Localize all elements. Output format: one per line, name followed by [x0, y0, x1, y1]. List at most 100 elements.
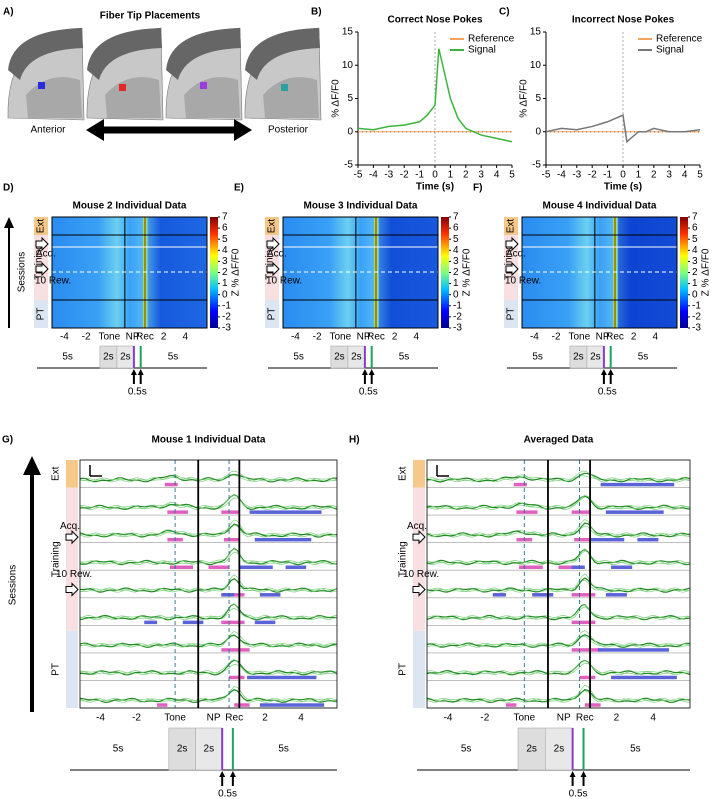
- delay-arrow-head: [569, 771, 576, 777]
- segment-label: 2s: [177, 744, 188, 755]
- colorbar-tick-label: 1: [453, 278, 459, 289]
- colorbar-tick-label: 7: [692, 212, 698, 223]
- x-tick-label: -4: [557, 170, 566, 181]
- colorbar: [441, 217, 449, 328]
- decrease-bar: [254, 620, 276, 625]
- trace: [79, 494, 338, 511]
- colorbar-label: Z % ΔF/F0: [231, 248, 242, 296]
- decrease-bar: [605, 510, 664, 514]
- increase-bar: [571, 648, 601, 652]
- y-tick-label: 5: [347, 93, 353, 104]
- fiber-tip: [119, 84, 126, 91]
- x-tick-label: Tone: [164, 713, 186, 724]
- x-tick-label: Tone: [330, 332, 352, 343]
- row-label: PT: [267, 308, 278, 321]
- legend-label: Signal: [468, 45, 496, 56]
- delay-arrow-head: [130, 369, 137, 375]
- colorbar-tick-label: 3: [692, 256, 698, 267]
- panel-label: B): [311, 7, 322, 18]
- colorbar-label: Z % ΔF/F0: [701, 248, 712, 296]
- x-axis-label: Time (s): [604, 182, 642, 193]
- trace: [426, 495, 691, 510]
- trace: [426, 519, 691, 538]
- row-label: Training: [51, 541, 62, 577]
- x-tick-label: -4: [96, 713, 105, 724]
- segment-label: 2s: [351, 352, 362, 363]
- x-tick-label: 4: [653, 332, 659, 343]
- row-label: PT: [506, 308, 517, 321]
- direction-label: Posterior: [268, 125, 309, 136]
- x-tick-label: -2: [82, 332, 91, 343]
- x-tick-label: 2: [631, 332, 637, 343]
- plot-frame: [79, 459, 338, 709]
- y-tick-label: -5: [344, 160, 353, 171]
- sessions-label: Sessions: [8, 565, 19, 606]
- y-axis-label: % ΔF/F0: [519, 79, 530, 118]
- segment-label: 5s: [638, 352, 649, 363]
- colorbar-tick-label: 5: [692, 234, 698, 245]
- trace: [79, 523, 338, 538]
- colorbar-tick-label: -3: [692, 323, 701, 334]
- session-marker: [505, 236, 519, 252]
- trace: [79, 494, 338, 510]
- panel-label: C): [499, 7, 510, 18]
- x-tick-label: Rec: [136, 332, 154, 343]
- x-tick-label: 0: [432, 170, 438, 181]
- segment-label: 2s: [573, 352, 584, 363]
- segment-label: 2s: [103, 352, 114, 363]
- colorbar-tick-label: 6: [692, 223, 698, 234]
- sessions-arrow-head: [4, 217, 14, 228]
- trace: [426, 495, 691, 511]
- x-tick-label: -2: [480, 713, 489, 724]
- increase-bar: [167, 510, 188, 514]
- decrease-bar: [637, 537, 659, 542]
- x-tick-label: 3: [666, 170, 672, 181]
- sessions-arrow-head: [23, 456, 41, 475]
- y-tick-label: 10: [342, 60, 354, 71]
- trace: [426, 630, 691, 648]
- x-tick-label: -4: [530, 332, 539, 343]
- trace: [426, 634, 691, 648]
- delay-arrow-head: [219, 771, 226, 777]
- x-tick-label: -3: [384, 170, 393, 181]
- trace: [426, 573, 691, 593]
- x-tick-label: -3: [572, 170, 581, 181]
- session-marker: [65, 529, 79, 545]
- panel-title: Mouse 1 Individual Data: [152, 435, 266, 446]
- colorbar-tick-label: -3: [222, 323, 231, 334]
- increase-bar: [574, 537, 591, 542]
- increase-bar: [234, 703, 250, 707]
- x-tick-label: Tone: [569, 332, 591, 343]
- x-tick-label: Tone: [99, 332, 121, 343]
- decrease-bar: [600, 482, 675, 487]
- colorbar-tick-label: -1: [453, 300, 462, 311]
- x-tick-label: -4: [444, 713, 453, 724]
- heatmap-shade: [618, 217, 677, 328]
- session-marker: [412, 582, 426, 597]
- x-tick-label: 1: [448, 170, 454, 181]
- session-marker: [35, 236, 49, 252]
- arrow-head: [234, 119, 252, 141]
- trace: [79, 473, 338, 483]
- fiber-tip: [200, 82, 207, 89]
- fiber-tip: [38, 82, 45, 89]
- row-label: Training: [398, 541, 409, 577]
- delay-arrow-head: [137, 369, 144, 375]
- x-tick-label: 4: [494, 170, 500, 181]
- pt-band: [413, 630, 425, 708]
- increase-bar: [157, 703, 168, 707]
- panel-label: G): [2, 435, 13, 446]
- colorbar-tick-label: 2: [692, 267, 698, 278]
- segment-label: 2s: [590, 352, 601, 363]
- training-band: [66, 487, 78, 631]
- legend-label: Reference: [656, 34, 703, 45]
- x-tick-label: Rec: [367, 332, 385, 343]
- y-tick-label: 5: [535, 93, 541, 104]
- ext-band: [265, 217, 279, 235]
- row-label: 10 Rew.: [35, 276, 71, 287]
- row-label: Ext: [51, 466, 62, 481]
- ext-band: [413, 460, 425, 488]
- trace: [79, 577, 338, 593]
- increase-bar: [558, 565, 580, 570]
